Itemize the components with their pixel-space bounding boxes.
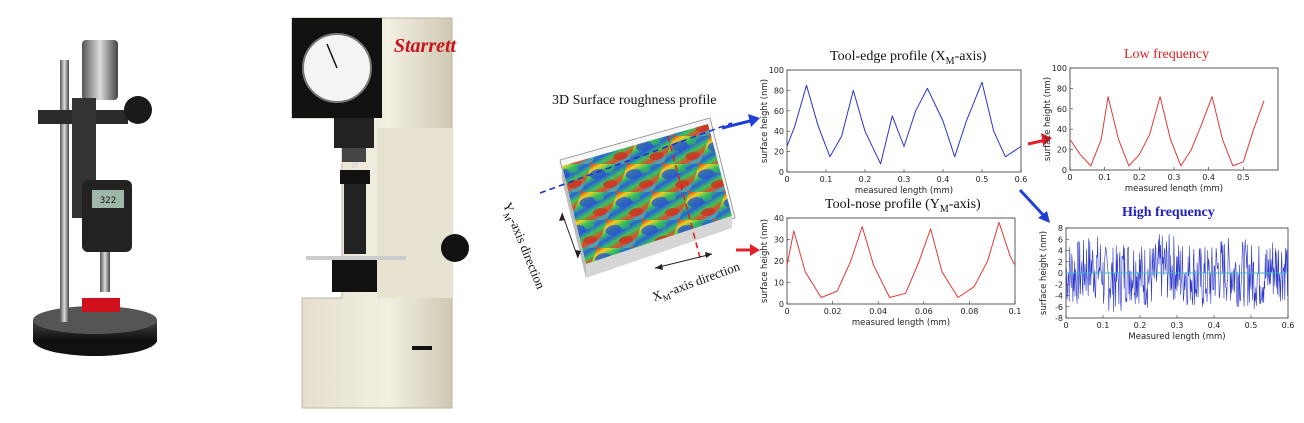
adjust-knob-icon: [441, 234, 469, 262]
y-axis-label: surface height (nm): [1043, 77, 1053, 161]
x-tick-label: 0: [784, 175, 789, 184]
y-tick-label: 100: [769, 66, 784, 75]
x-tick-label: 0.2: [1134, 321, 1147, 330]
y-tick-label: 100: [1052, 64, 1067, 73]
x-tick-label: 0.5: [1237, 173, 1250, 182]
x-tick-label: 0.6: [1015, 175, 1028, 184]
y-tick-label: 60: [774, 107, 784, 116]
arrow-to-tool-edge: [721, 118, 755, 130]
y-tick-label: 4: [1058, 247, 1063, 256]
y-tick-label: 0: [779, 300, 784, 309]
x-axis-label: measured length (mm): [1125, 184, 1223, 192]
x-tick-label: 0.2: [859, 175, 872, 184]
x-tick-label: 0.3: [898, 175, 911, 184]
connector-arrows: [721, 114, 1052, 256]
y-axis-label: surface height (nm): [760, 79, 770, 163]
height-gauge-illustration: 322: [33, 40, 157, 356]
x-tick-label: 0.02: [824, 307, 842, 316]
y-tick-label: 30: [774, 236, 784, 245]
y-tick-label: 40: [774, 214, 784, 223]
x-tick-label: 0.04: [869, 307, 887, 316]
x-tick-label: 0.3: [1171, 321, 1184, 330]
y-tick-label: -8: [1055, 314, 1063, 323]
series-line: [1069, 96, 1265, 167]
y-tick-label: 6: [1058, 235, 1063, 244]
y-axis-label: surface height (nm): [760, 219, 770, 303]
series-line: [786, 81, 1022, 165]
brand-logo: Starrett: [394, 35, 458, 57]
x-axis-label: measured length (mm): [852, 318, 950, 328]
surface3d-plot: [540, 117, 736, 278]
x-tick-label: 0.5: [1245, 321, 1258, 330]
x-tick-label: 0.06: [915, 307, 933, 316]
y-tick-label: 0: [1058, 269, 1063, 278]
x-tick-label: 0: [1063, 321, 1068, 330]
low-frequency-title: Low frequency: [1124, 47, 1210, 62]
x-axis-label: Measured length (mm): [1128, 332, 1225, 342]
y-tick-label: 20: [774, 148, 784, 157]
x-tick-label: 0.2: [1133, 173, 1146, 182]
y-tick-label: 20: [1057, 146, 1067, 155]
x-tick-label: 0.4: [937, 175, 950, 184]
plot-frame: [1069, 67, 1279, 171]
tool-edge-title: Tool-edge profile (XM-axis): [830, 49, 987, 67]
x-tick-label: 0.1: [1097, 321, 1110, 330]
y-tick-label: 80: [1057, 84, 1067, 93]
x-tick-label: 0.1: [820, 175, 833, 184]
surface3d-title: 3D Surface roughness profile: [552, 93, 717, 108]
y-tick-label: 8: [1058, 224, 1063, 233]
x-tick-label: 0.4: [1202, 173, 1215, 182]
y-tick-label: 80: [774, 86, 784, 95]
tool-nose-title: Tool-nose profile (YM-axis): [825, 197, 981, 215]
x-tick-label: 0.1: [1098, 173, 1111, 182]
series-line: [1065, 234, 1289, 313]
y-tick-label: 2: [1058, 258, 1063, 267]
series-line: [786, 221, 1016, 298]
plot-frame: [786, 69, 1022, 173]
y-tick-label: 0: [1062, 166, 1067, 175]
hardness-tester-illustration: Starrett: [291, 17, 469, 409]
y-tick-label: 0: [779, 168, 784, 177]
x-tick-label: 0.3: [1168, 173, 1181, 182]
plot-frame: [786, 217, 1016, 305]
high-frequency-chart: -8 -6 -4 -2 0 2 4 6 8 0 0.1 0.2 0.3 0.4 0.5 0.6 Measured…: [1039, 224, 1295, 342]
y-tick-label: -6: [1055, 303, 1063, 312]
y-tick-label: 40: [1057, 125, 1067, 134]
y-axis-label: surface height (nm): [1039, 231, 1049, 315]
gauge-display-icon: [92, 190, 124, 208]
x-tick-label: 0: [784, 307, 789, 316]
x-tick-label: 0.1: [1009, 307, 1022, 316]
low-frequency-chart: 0 20 40 60 80 100 0 0.1 0.2 0.3 0.4 0.5 measured len…: [1043, 64, 1279, 192]
y-tick-label: 10: [774, 279, 784, 288]
tool-edge-chart: 0 20 40 60 80 100 0 0.1 0.2 0.3 0.4 0.5 0.6 measured …: [760, 66, 1028, 196]
x-axis-label: measured length (mm): [855, 186, 953, 196]
x-tick-label: 0.6: [1282, 321, 1295, 330]
y-tick-label: 40: [774, 127, 784, 136]
x-tick-label: 0: [1067, 173, 1072, 182]
y-tick-label: 20: [774, 257, 784, 266]
y-tick-label: -4: [1055, 292, 1063, 301]
y-tick-label: 60: [1057, 105, 1067, 114]
arrow-to-high-frequency: [1018, 188, 1048, 220]
high-frequency-title: High frequency: [1122, 205, 1215, 220]
gauge-readout: 322: [100, 196, 116, 206]
x-tick-label: 0.5: [976, 175, 989, 184]
tool-nose-chart: 0 10 20 30 40 0 0.02 0.04 0.06 0.08 0.1 measured le…: [760, 214, 1022, 328]
y-tick-label: -2: [1055, 280, 1063, 289]
x-tick-label: 0.4: [1208, 321, 1221, 330]
x-tick-label: 0.08: [960, 307, 978, 316]
